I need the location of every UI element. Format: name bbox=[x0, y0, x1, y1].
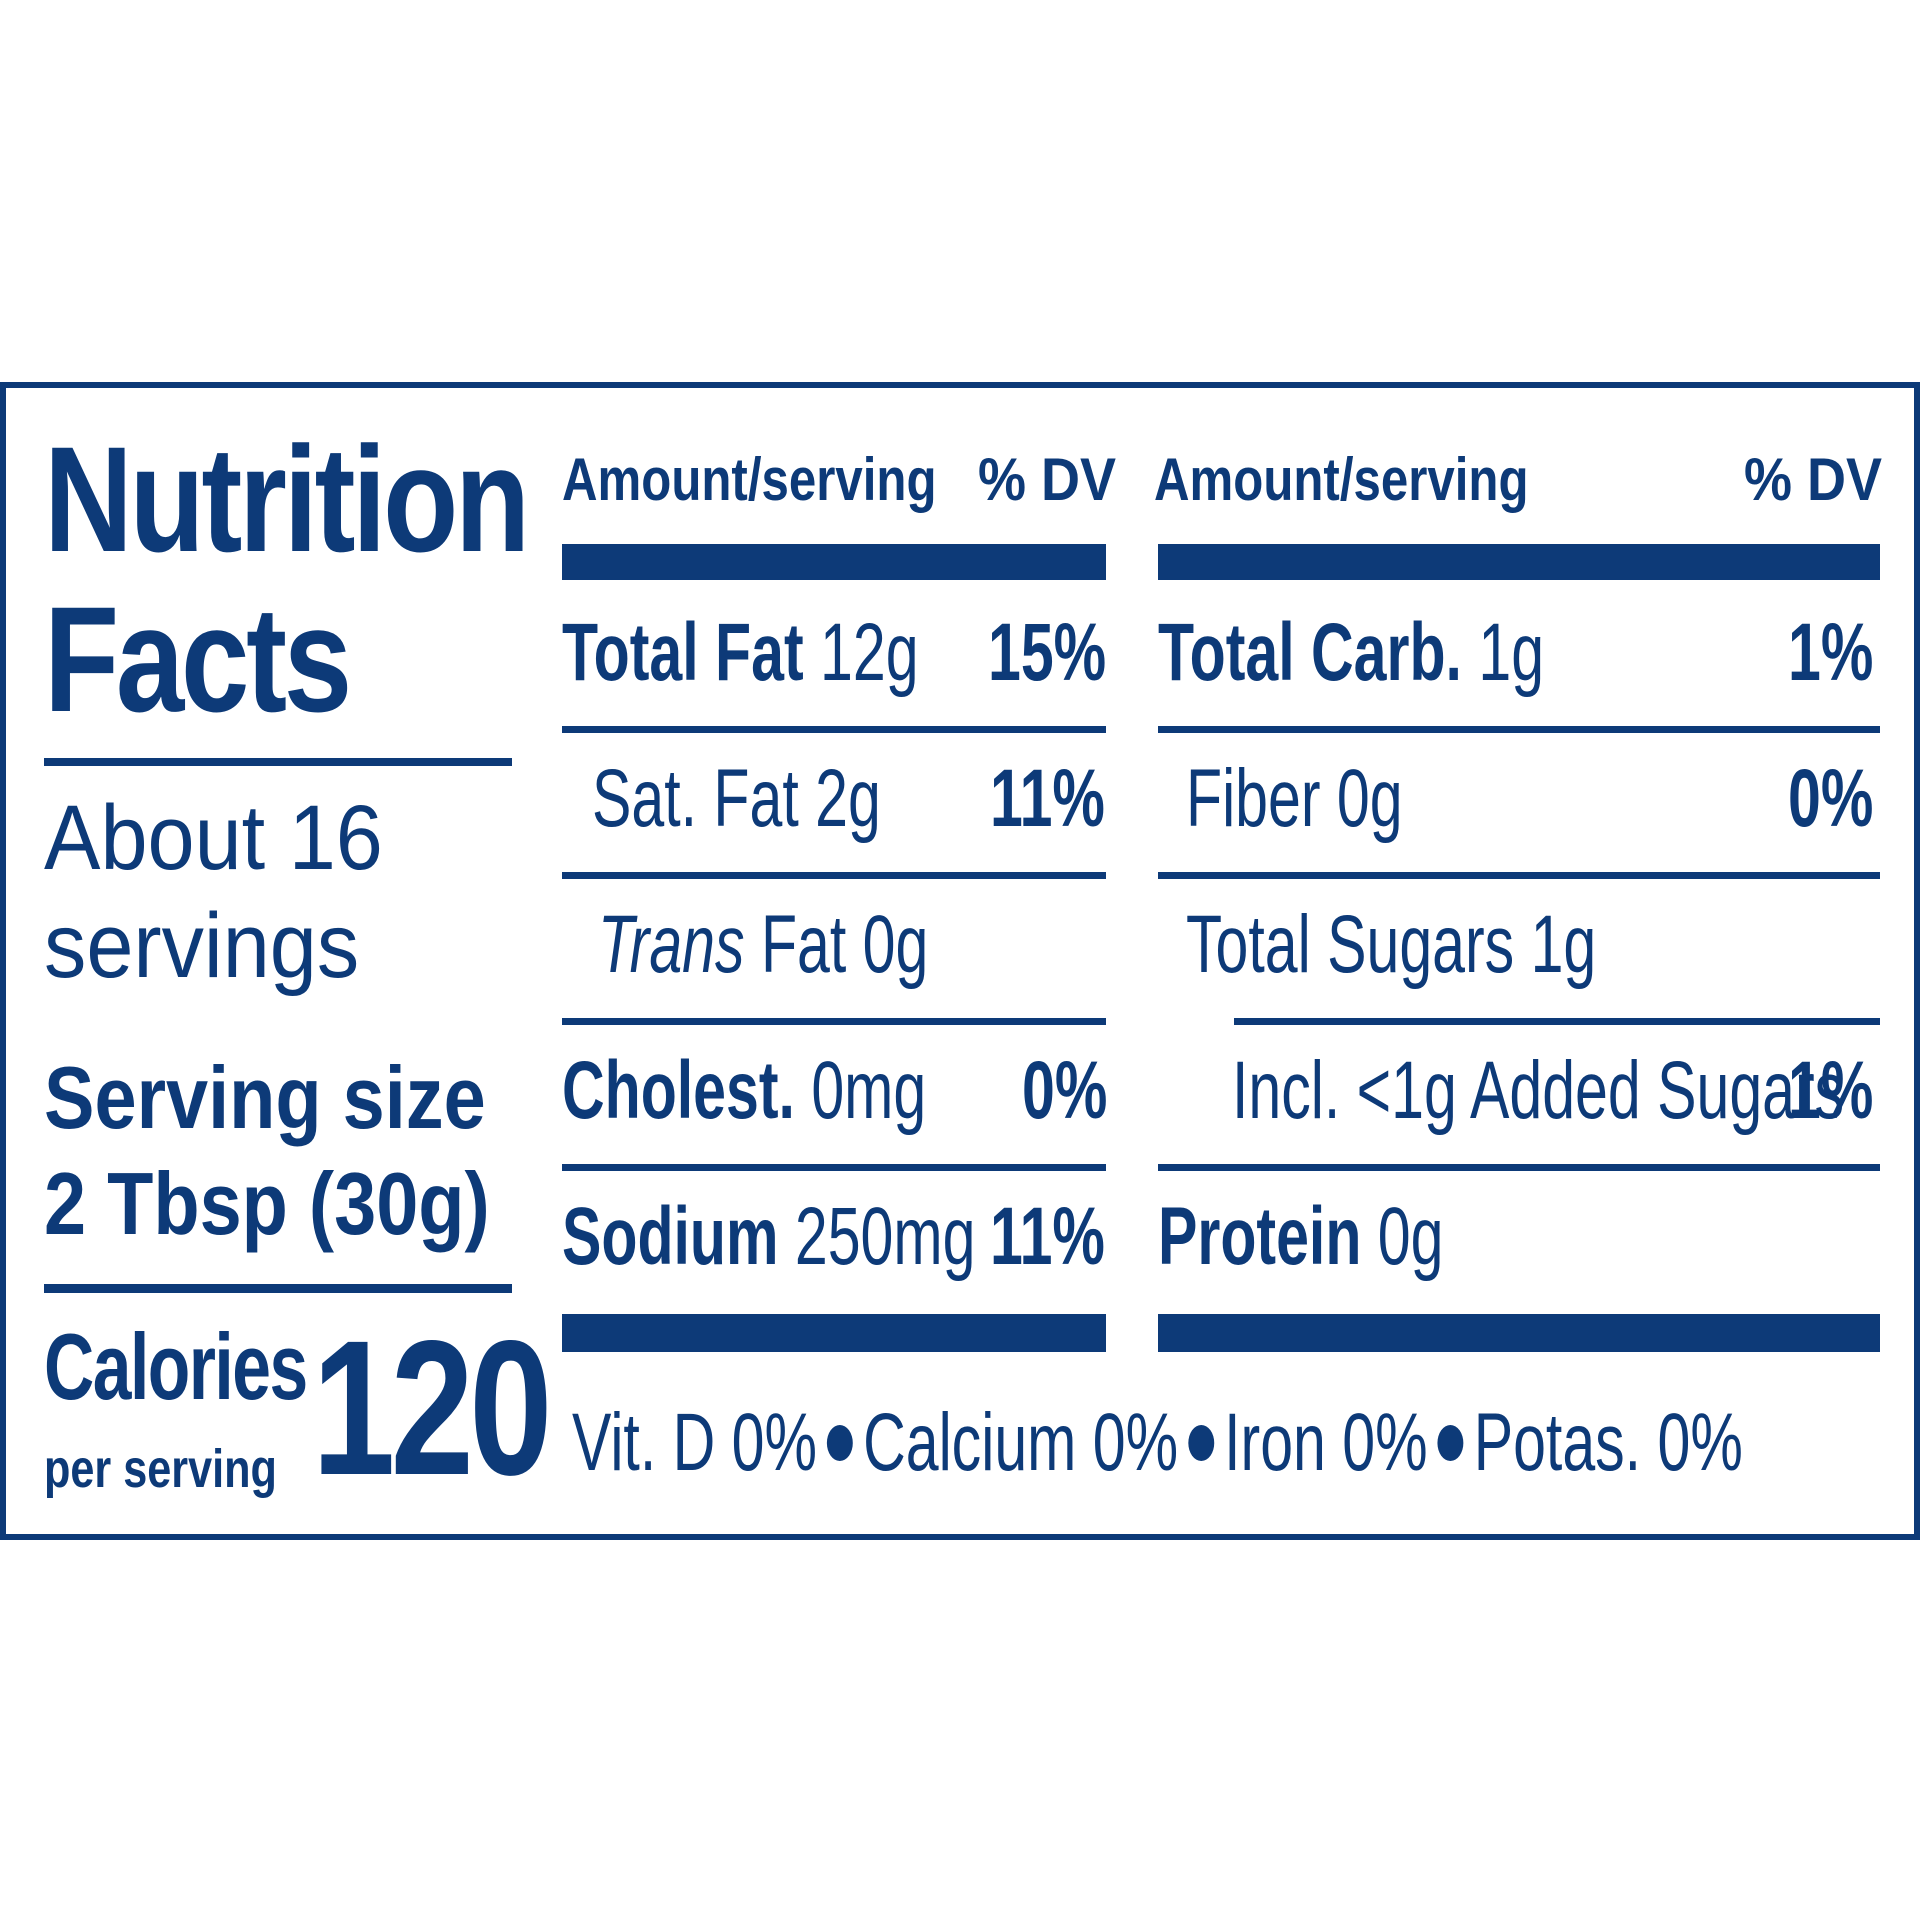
row-total-sugars-label: Total Sugars 1g bbox=[1186, 899, 1597, 990]
header-dv-right: % DV bbox=[1744, 446, 1883, 513]
divider-left-3 bbox=[562, 1018, 1106, 1025]
servings-line-1: About 16 bbox=[44, 787, 383, 889]
header-amount-left: Amount/serving bbox=[562, 446, 937, 513]
divider-left-1 bbox=[562, 726, 1106, 733]
divider-right-1 bbox=[1158, 726, 1880, 733]
divider-title bbox=[44, 758, 512, 766]
row-sat-fat-label: Sat. Fat 2g bbox=[592, 753, 881, 844]
bullet-dot bbox=[1188, 1425, 1215, 1462]
calcium: Calcium 0% bbox=[863, 1397, 1179, 1488]
row-added-sugars-label: Incl. <1g Added Sugars bbox=[1232, 1045, 1845, 1136]
row-sat-fat-dv: 11% bbox=[990, 753, 1105, 844]
calories-label: Calories bbox=[44, 1314, 308, 1419]
row-total-fat-dv: 15% bbox=[988, 607, 1107, 698]
row-cholest-dv: 0% bbox=[1022, 1045, 1108, 1136]
header-amount-right: Amount/serving bbox=[1154, 446, 1529, 513]
calories-sublabel: per serving bbox=[44, 1439, 277, 1499]
bullet-dot bbox=[827, 1425, 854, 1462]
divider-left-2 bbox=[562, 872, 1106, 879]
row-protein-label: Protein 0g bbox=[1158, 1191, 1444, 1282]
divider-right-2 bbox=[1158, 872, 1880, 879]
divider-left-4 bbox=[562, 1164, 1106, 1171]
micronutrient-line: Vit. D 0% Calcium 0% Iron 0% Potas. 0% bbox=[572, 1402, 1920, 1484]
iron: Iron 0% bbox=[1224, 1397, 1428, 1488]
row-added-sugars-dv: 1% bbox=[1788, 1045, 1874, 1136]
row-total-carb-label: Total Carb. 1g bbox=[1158, 607, 1545, 698]
bullet-dot bbox=[1437, 1425, 1464, 1462]
vit-d: Vit. D 0% bbox=[572, 1397, 818, 1488]
nutrition-facts-panel: Nutrition Facts About 16 servings Servin… bbox=[0, 382, 1920, 1540]
potassium: Potas. 0% bbox=[1473, 1397, 1743, 1488]
divider-right-4 bbox=[1158, 1164, 1880, 1171]
calories-value: 120 bbox=[312, 1300, 553, 1515]
title-line-2: Facts bbox=[44, 575, 352, 743]
row-fiber-label: Fiber 0g bbox=[1186, 753, 1403, 844]
row-fiber-dv: 0% bbox=[1788, 753, 1874, 844]
row-trans-fat-label: Trans Fat 0g bbox=[598, 899, 929, 990]
row-sodium-dv: 11% bbox=[990, 1191, 1105, 1282]
row-sodium-label: Sodium 250mg bbox=[562, 1191, 976, 1282]
row-total-carb-dv: 1% bbox=[1788, 607, 1874, 698]
thick-bar-right-top bbox=[1158, 544, 1880, 580]
thick-bar-left-bottom bbox=[562, 1314, 1106, 1352]
row-total-fat-label: Total Fat 12g bbox=[562, 607, 919, 698]
servings-line-2: servings bbox=[44, 895, 360, 997]
header-dv-left: % DV bbox=[978, 446, 1117, 513]
serving-size-label: Serving size bbox=[44, 1048, 486, 1147]
thick-bar-right-bottom bbox=[1158, 1314, 1880, 1352]
divider-right-3 bbox=[1234, 1018, 1880, 1025]
divider-serving bbox=[44, 1284, 512, 1293]
serving-size-value: 2 Tbsp (30g) bbox=[44, 1154, 490, 1253]
thick-bar-left-top bbox=[562, 544, 1106, 580]
title-line-1: Nutrition bbox=[44, 415, 530, 583]
row-cholest-label: Cholest. 0mg bbox=[562, 1045, 927, 1136]
